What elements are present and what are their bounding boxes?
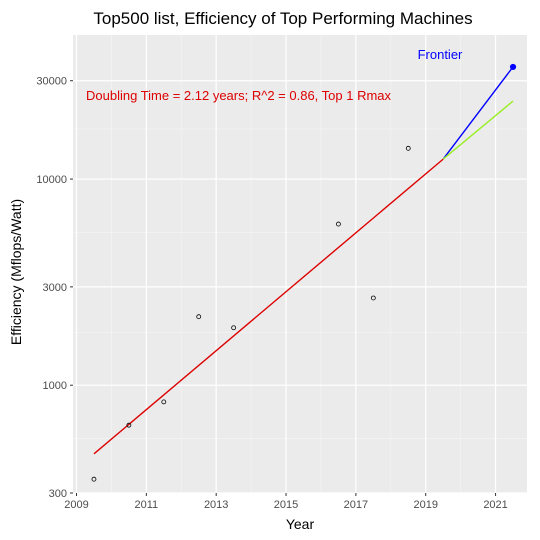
x-tick-label: 2019 [413, 499, 437, 511]
y-tick-labels: 300 1000 3000 10000 30000 [36, 76, 67, 500]
x-tick-label: 2015 [274, 499, 298, 511]
y-tick-label: 300 [49, 488, 67, 500]
y-axis-title: Efficiency (Mflops/Watt) [8, 199, 24, 345]
data-point [231, 325, 237, 331]
chart-title: Top500 list, Efficiency of Top Performin… [93, 9, 472, 28]
fit-lines [93, 66, 514, 455]
y-tick-label: 3000 [43, 282, 67, 294]
x-tick-label: 2013 [204, 499, 228, 511]
data-point [161, 399, 167, 405]
y-tick-label: 10000 [36, 174, 67, 186]
data-point [370, 295, 376, 301]
fit-line [93, 158, 444, 455]
frontier-point [509, 63, 517, 71]
y-tick-label: 1000 [43, 380, 67, 392]
doubling-time-annotation: Doubling Time = 2.12 years; R^2 = 0.86, … [86, 88, 392, 103]
data-point [336, 221, 341, 227]
x-tick-label: 2011 [135, 499, 159, 511]
data-point [196, 314, 202, 320]
fit-line [442, 100, 514, 160]
x-tick-label: 2017 [344, 499, 368, 511]
y-tick-label: 30000 [36, 76, 67, 88]
data-point [405, 145, 411, 151]
frontier-marker [509, 63, 517, 71]
plot-panel [73, 35, 527, 493]
x-tick-labels: 2009 2011 2013 2015 2017 2019 2021 [64, 499, 508, 511]
frontier-label: Frontier [418, 47, 463, 62]
x-tick-label: 2009 [64, 499, 88, 511]
minor-gridlines [73, 35, 527, 493]
major-gridlines [73, 35, 527, 494]
data-point [91, 476, 97, 482]
data-point [126, 422, 132, 428]
data-points [91, 145, 411, 482]
x-tick-label: 2021 [483, 499, 507, 511]
axis-ticks [70, 80, 497, 496]
fit-line [442, 66, 514, 160]
x-axis-title: Year [286, 516, 315, 532]
